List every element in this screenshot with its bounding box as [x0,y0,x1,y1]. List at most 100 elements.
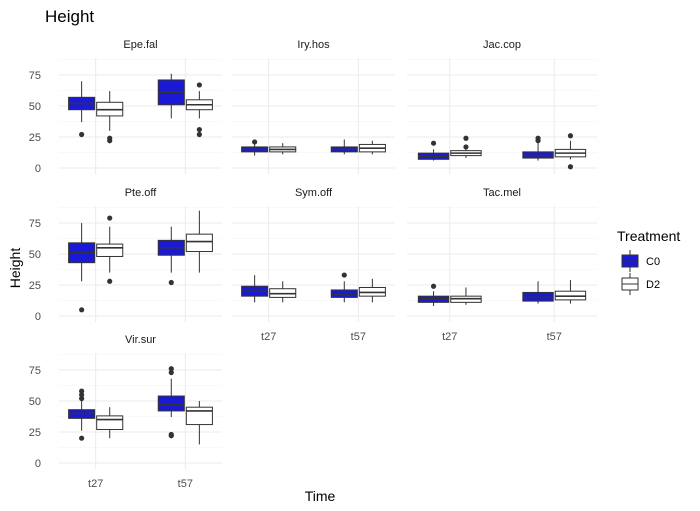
box-t27-c0 [241,275,269,303]
y-tick-label: 75 [29,218,41,230]
outlier-point [567,133,574,139]
y-tick-label: 25 [29,427,41,439]
y-tick-label: 25 [29,132,41,144]
box-iqr [96,243,124,257]
outlier-point [430,283,437,289]
box-t27-d2 [96,407,124,439]
y-tick-label: 0 [35,458,41,470]
box-t57-d2 [554,133,587,170]
outlier-point [535,135,541,141]
outlier-point [168,431,174,438]
y-tick-label: 0 [35,163,41,175]
x-tick-label: t57 [547,331,562,343]
box-t27-d2 [450,287,482,305]
panel-title: Tac.mel [483,187,521,199]
legend-label-c0: C0 [646,256,660,268]
outlier-point [430,140,437,146]
outlier-point [107,278,113,284]
x-axis-title: Time [305,488,336,504]
outlier-point [168,279,174,286]
x-tick-label: t27 [261,331,276,343]
outlier-point [463,135,469,141]
x-tick-label: t27 [88,478,103,490]
box-iqr [330,289,358,298]
outlier-point [79,392,85,398]
outlier-point [196,82,202,88]
outlier-point [252,139,258,145]
x-tick-label: t57 [178,478,193,490]
box-t57-c0 [522,135,554,161]
outlier-point [168,366,174,372]
y-axis-title: Height [7,248,23,289]
box-t27-d2 [96,91,124,144]
panel-title: Vir.sur [125,334,156,346]
box-t27-d2 [269,143,297,155]
box-t27-d2 [96,215,124,284]
box-t27-c0 [68,388,96,441]
panel-title: Sym.off [295,187,333,199]
box-t57-c0 [522,281,554,304]
box-t27-c0 [241,139,269,156]
legend-label-d2: D2 [646,279,660,291]
box-t57-d2 [185,401,213,445]
y-tick-label: 25 [29,280,41,292]
outlier-point [79,435,85,441]
box-t57-d2 [358,278,386,303]
box-t27-d2 [450,135,482,159]
box-t57-d2 [554,280,587,304]
outlier-point [463,144,469,150]
y-tick-label: 0 [35,311,41,323]
box-t57-c0 [330,272,358,303]
box-t57-c0 [157,366,185,439]
box-t57-c0 [330,139,358,155]
box-t57-c0 [157,73,185,119]
outlier-point [79,307,85,313]
outlier-point [79,395,85,402]
y-tick-label: 75 [29,365,41,377]
outlier-point [107,215,113,221]
panel-title: Iry.hos [297,39,330,51]
box-t27-d2 [269,281,297,303]
box-iqr [96,415,124,431]
outlier-point [107,135,113,141]
outlier-point [168,369,174,376]
x-tick-label: t57 [351,331,366,343]
box-iqr [157,395,185,412]
outlier-point [196,126,202,133]
box-t27-c0 [417,283,450,307]
outlier-point [196,131,202,138]
box-t27-c0 [68,81,96,138]
legend-title: Treatment [617,228,680,244]
box-iqr [185,406,213,426]
panel-title: Jac.cop [483,39,521,51]
x-tick-label: t27 [442,331,457,343]
y-tick-label: 50 [29,101,41,113]
outlier-point [79,388,85,394]
panel-sym-off: Sym.off t27 t57 [232,187,395,343]
outlier-point [79,131,85,138]
chart-title: Height [45,7,94,26]
box-t57-d2 [185,210,213,273]
y-tick-label: 75 [29,70,41,82]
box-t57-d2 [185,82,213,138]
panel-title: Pte.off [125,187,158,199]
box-iqr [185,233,213,253]
y-tick-label: 50 [29,396,41,408]
box-t57-c0 [157,226,185,286]
panel-jac-cop: Jac.cop [407,39,597,175]
facet-panels: Epe.fal 0 25 50 75 Iry.hos Jac.cop Pte.off 0 25 50… [29,39,597,490]
panel-title: Epe.fal [123,39,157,51]
outlier-point [341,272,347,278]
panel-pte-off: Pte.off 0 25 50 75 [29,187,222,323]
outlier-point [567,164,574,170]
panel-epe-fal: Epe.fal 0 25 50 75 [29,39,222,175]
panel-iry-hos: Iry.hos [232,39,395,175]
box-t27-c0 [68,223,96,313]
legend: Treatment C0 D2 [617,228,680,295]
box-t27-c0 [417,140,450,161]
panel-vir-sur: Vir.sur 0 25 50 75 t27 t57 [29,334,222,490]
box-t57-d2 [358,140,386,155]
y-tick-label: 50 [29,249,41,261]
panel-tac-mel: Tac.mel t27 t57 [407,187,597,343]
